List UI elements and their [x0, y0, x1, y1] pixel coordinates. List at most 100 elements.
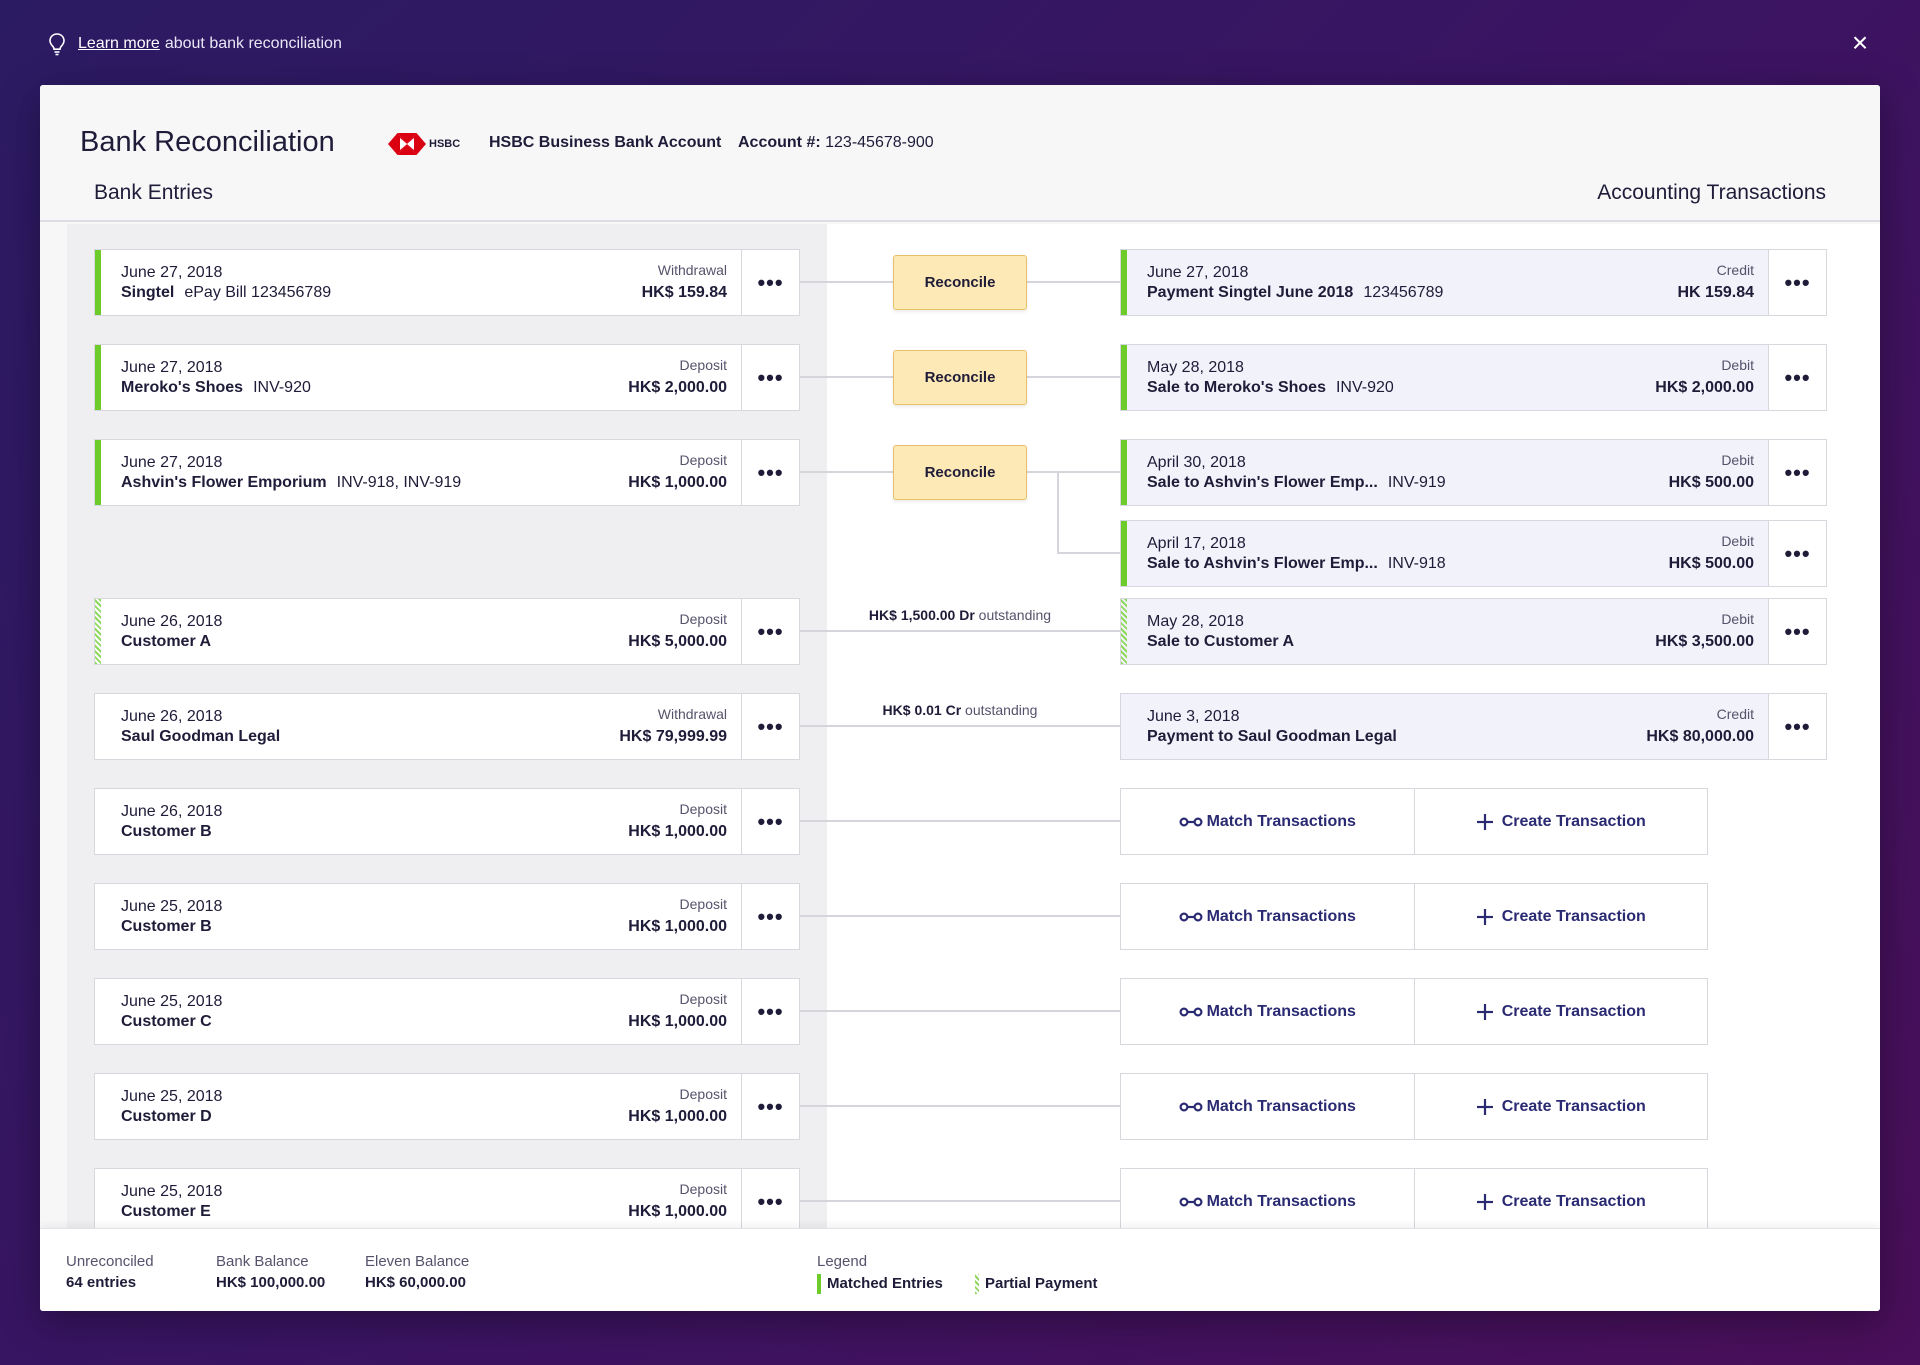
partial-swatch: [975, 1274, 979, 1294]
entry-type: Deposit: [679, 991, 727, 1007]
more-options-button[interactable]: •••: [741, 884, 799, 949]
more-options-button[interactable]: •••: [741, 345, 799, 410]
plus-icon: [1476, 908, 1493, 925]
bank-entry-card[interactable]: June 25, 2018 Customer E Deposit HK$ 1,000.…: [94, 1168, 800, 1228]
learn-more-link[interactable]: Learn more: [78, 35, 160, 52]
more-options-button[interactable]: •••: [741, 1169, 799, 1228]
create-transaction-button[interactable]: Create Transaction: [1413, 884, 1708, 949]
entry-date: June 26, 2018: [121, 803, 223, 820]
entry-date: April 30, 2018: [1147, 454, 1246, 471]
bank-entry-card[interactable]: June 27, 2018 Meroko's Shoes INV-920 Deposi…: [94, 344, 800, 411]
more-options-button[interactable]: •••: [1768, 440, 1826, 505]
more-options-button[interactable]: •••: [741, 1074, 799, 1139]
acct-entry-body[interactable]: June 3, 2018 Payment to Saul Goodman Lega…: [1121, 694, 1768, 759]
entry-name: Customer B: [121, 918, 212, 935]
create-transaction-button[interactable]: Create Transaction: [1413, 789, 1708, 854]
bank-entry-body[interactable]: June 27, 2018 Ashvin's Flower Emporium INV…: [95, 440, 741, 505]
bank-entry-card[interactable]: June 25, 2018 Customer B Deposit HK$ 1,000.…: [94, 883, 800, 950]
acct-entry-body[interactable]: May 28, 2018 Sale to Meroko's Shoes INV-92…: [1121, 345, 1768, 410]
create-transaction-button[interactable]: Create Transaction: [1413, 1169, 1708, 1228]
legend-partial-label: Partial Payment: [985, 1275, 1098, 1292]
entry-description: Customer B: [121, 918, 222, 936]
entry-description: Customer A: [121, 633, 221, 651]
close-icon[interactable]: ×: [1851, 27, 1869, 58]
entry-type: Deposit: [679, 357, 727, 373]
legend-title: Legend: [817, 1253, 868, 1270]
bank-entry-body[interactable]: June 26, 2018 Customer A Deposit HK$ 5,000.…: [95, 599, 741, 664]
entry-type: Deposit: [679, 896, 727, 912]
entry-amount: HK$ 1,000.00: [628, 823, 727, 840]
acct-entry-body[interactable]: June 27, 2018 Payment Singtel June 2018 12…: [1121, 250, 1768, 315]
acct-entry-card[interactable]: May 28, 2018 Sale to Meroko's Shoes INV-92…: [1120, 344, 1827, 411]
more-options-button[interactable]: •••: [741, 440, 799, 505]
create-transaction-label: Create Transaction: [1501, 812, 1646, 830]
entry-amount: HK$ 500.00: [1668, 555, 1754, 572]
entry-date: June 25, 2018: [121, 993, 223, 1010]
entry-amount: HK$ 79,999.99: [619, 728, 727, 745]
more-options-button[interactable]: •••: [741, 694, 799, 759]
plus-icon: [1476, 1003, 1493, 1020]
entry-name: Saul Goodman Legal: [121, 728, 281, 745]
bank-entry-body[interactable]: June 27, 2018 Singtel ePay Bill 123456789 W…: [95, 250, 741, 315]
acct-entry-body[interactable]: April 17, 2018 Sale to Ashvin's Flower Em…: [1121, 521, 1768, 586]
entry-type: Credit: [1716, 262, 1754, 278]
acct-entry-body[interactable]: May 28, 2018 Sale to Customer A Debit HK$ 3…: [1121, 599, 1768, 664]
entry-description: Payment to Saul Goodman Legal: [1147, 728, 1407, 746]
more-options-button[interactable]: •••: [741, 789, 799, 854]
entry-description: Customer C: [121, 1013, 222, 1031]
entry-name: Sale to Customer A: [1147, 633, 1294, 650]
more-options-button[interactable]: •••: [741, 599, 799, 664]
entry-description: Sale to Meroko's Shoes INV-920: [1147, 379, 1394, 397]
match-transactions-button[interactable]: Match Transactions: [1121, 884, 1414, 949]
acct-entry-card[interactable]: May 28, 2018 Sale to Customer A Debit HK$ 3…: [1120, 598, 1827, 665]
bank-entry-card[interactable]: June 26, 2018 Customer A Deposit HK$ 5,000.…: [94, 598, 800, 665]
reconcile-button[interactable]: Reconcile: [893, 255, 1027, 310]
bank-entry-body[interactable]: June 25, 2018 Customer B Deposit HK$ 1,000.…: [95, 884, 741, 949]
more-options-button[interactable]: •••: [1768, 694, 1826, 759]
entry-type: Withdrawal: [657, 706, 727, 722]
more-options-button[interactable]: •••: [1768, 521, 1826, 586]
bank-entry-body[interactable]: June 25, 2018 Customer D Deposit HK$ 1,000.…: [95, 1074, 741, 1139]
bank-logo: HSBC: [388, 133, 466, 155]
acct-entry-card[interactable]: June 3, 2018 Payment to Saul Goodman Lega…: [1120, 693, 1827, 760]
more-options-button[interactable]: •••: [1768, 345, 1826, 410]
bank-entry-card[interactable]: June 26, 2018 Saul Goodman Legal Withdrawa…: [94, 693, 800, 760]
reconcile-button[interactable]: Reconcile: [893, 350, 1027, 405]
match-transactions-button[interactable]: Match Transactions: [1121, 1074, 1414, 1139]
create-transaction-button[interactable]: Create Transaction: [1413, 1074, 1708, 1139]
bank-entry-body[interactable]: June 27, 2018 Meroko's Shoes INV-920 Deposi…: [95, 345, 741, 410]
more-options-button[interactable]: •••: [741, 979, 799, 1044]
acct-entry-body[interactable]: April 30, 2018 Sale to Ashvin's Flower Em…: [1121, 440, 1768, 505]
bank-entry-body[interactable]: June 26, 2018 Customer B Deposit HK$ 1,000.…: [95, 789, 741, 854]
link-icon: [1179, 911, 1203, 922]
acct-entry-card[interactable]: April 17, 2018 Sale to Ashvin's Flower Em…: [1120, 520, 1827, 587]
entry-date: May 28, 2018: [1147, 613, 1244, 630]
more-options-button[interactable]: •••: [741, 250, 799, 315]
entry-date: May 28, 2018: [1147, 359, 1244, 376]
outstanding-text: outstanding: [965, 702, 1038, 718]
bank-entry-card[interactable]: June 27, 2018 Singtel ePay Bill 123456789 W…: [94, 249, 800, 316]
bank-entry-body[interactable]: June 26, 2018 Saul Goodman Legal Withdrawa…: [95, 694, 741, 759]
bank-entry-card[interactable]: June 27, 2018 Ashvin's Flower Emporium INV…: [94, 439, 800, 506]
acct-entry-card[interactable]: June 27, 2018 Payment Singtel June 2018 12…: [1120, 249, 1827, 316]
match-transactions-button[interactable]: Match Transactions: [1121, 1169, 1414, 1228]
bank-entry-body[interactable]: June 25, 2018 Customer C Deposit HK$ 1,000.…: [95, 979, 741, 1044]
acct-entry-card[interactable]: April 30, 2018 Sale to Ashvin's Flower Em…: [1120, 439, 1827, 506]
match-transactions-button[interactable]: Match Transactions: [1121, 979, 1414, 1044]
more-options-button[interactable]: •••: [1768, 250, 1826, 315]
plus-icon: [1476, 1193, 1493, 1210]
more-options-button[interactable]: •••: [1768, 599, 1826, 664]
match-transactions-label: Match Transactions: [1206, 1192, 1356, 1210]
bank-entry-card[interactable]: June 26, 2018 Customer B Deposit HK$ 1,000.…: [94, 788, 800, 855]
create-transaction-button[interactable]: Create Transaction: [1413, 979, 1708, 1044]
connector-line: [800, 725, 1120, 727]
match-transactions-label: Match Transactions: [1206, 812, 1356, 830]
entry-description: Saul Goodman Legal: [121, 728, 290, 746]
bank-entry-body[interactable]: June 25, 2018 Customer E Deposit HK$ 1,000.…: [95, 1169, 741, 1228]
entry-type: Debit: [1721, 357, 1754, 373]
plus-icon: [1476, 1098, 1493, 1115]
match-transactions-button[interactable]: Match Transactions: [1121, 789, 1414, 854]
bank-entry-card[interactable]: June 25, 2018 Customer D Deposit HK$ 1,000.…: [94, 1073, 800, 1140]
reconcile-button[interactable]: Reconcile: [893, 445, 1027, 500]
bank-entry-card[interactable]: June 25, 2018 Customer C Deposit HK$ 1,000.…: [94, 978, 800, 1045]
